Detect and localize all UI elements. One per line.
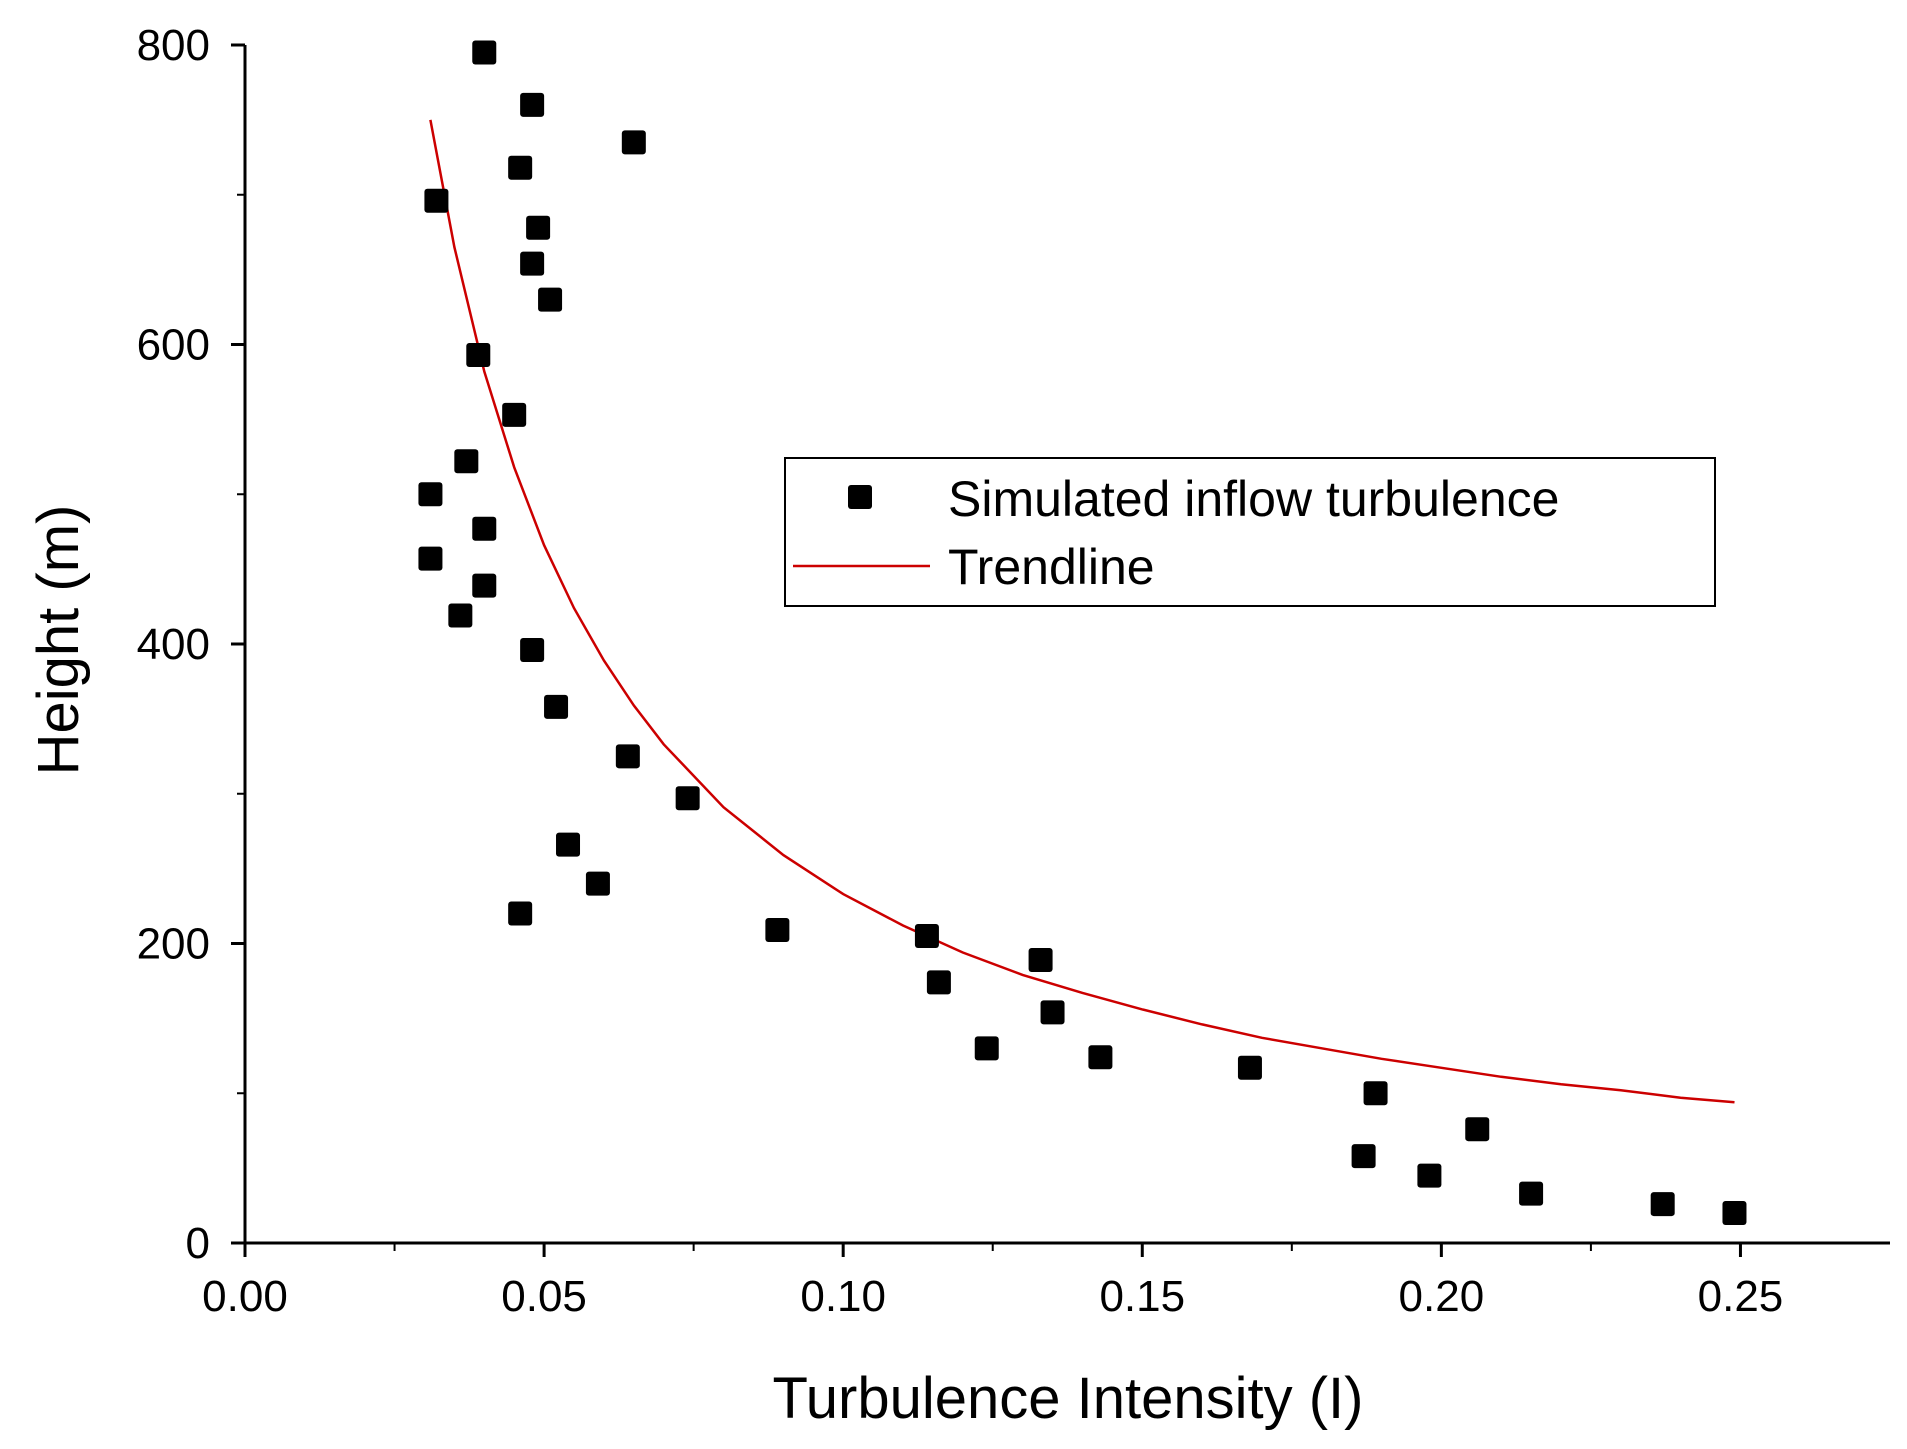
data-point [974,1036,999,1061]
data-point [926,970,951,995]
legend-label-trendline: Trendline [948,539,1155,595]
data-point [508,901,533,926]
y-tick-label: 400 [137,620,210,669]
x-tick-label: 0.15 [1099,1272,1185,1321]
data-point [1417,1163,1442,1188]
data-point [1237,1055,1262,1080]
data-point [544,694,569,719]
data-point [520,637,545,662]
x-tick-label: 0.10 [800,1272,886,1321]
x-tick-label: 0.25 [1698,1272,1784,1321]
data-point [520,251,545,276]
data-point [472,40,497,65]
data-points-layer [418,40,1747,1226]
axes: 0.00 0.05 0.10 0.15 0.20 0.25 0 200 400 600 800 Tur… [26,21,1890,1431]
legend: Simulated inflow turbulence Trendline [784,457,1716,607]
data-point [556,832,581,857]
data-point [1465,1117,1490,1142]
data-point [1040,1000,1065,1025]
data-point [466,342,491,367]
y-tick-label: 600 [137,321,210,370]
trendline-layer [429,119,1735,1104]
legend-label-scatter: Simulated inflow turbulence [948,471,1559,527]
y-tick-label: 0 [186,1219,210,1268]
data-point [621,130,646,155]
data-point [418,546,443,571]
x-axis-title: Turbulence Intensity (I) [773,1366,1364,1431]
legend-box [784,457,1716,607]
trendline-series [429,119,1735,1104]
x-tick-label: 0.20 [1399,1272,1485,1321]
data-point [765,918,790,943]
data-point [448,603,473,628]
x-tick-label: 0.00 [202,1272,288,1321]
y-tick-label: 200 [137,920,210,969]
data-point [1650,1192,1675,1217]
y-tick-label: 800 [137,21,210,70]
y-axis-title: Height (m) [26,505,91,776]
data-point [538,287,563,312]
legend-marker-square [848,485,872,509]
data-point [1028,947,1053,972]
data-point [1088,1045,1113,1070]
x-tick-label: 0.05 [501,1272,587,1321]
data-point [1363,1081,1388,1106]
data-point [472,573,497,598]
data-point [472,516,497,541]
data-point [520,92,545,117]
data-point [1519,1181,1544,1206]
data-point [418,482,443,507]
data-point [914,924,939,949]
data-point [1351,1144,1376,1169]
data-point [675,786,700,811]
data-point [454,449,479,474]
data-point [615,744,640,769]
data-point [502,402,527,427]
data-point [585,871,610,896]
data-point [526,215,551,240]
data-point [508,155,533,180]
data-point [1722,1201,1747,1226]
data-point [424,188,449,213]
